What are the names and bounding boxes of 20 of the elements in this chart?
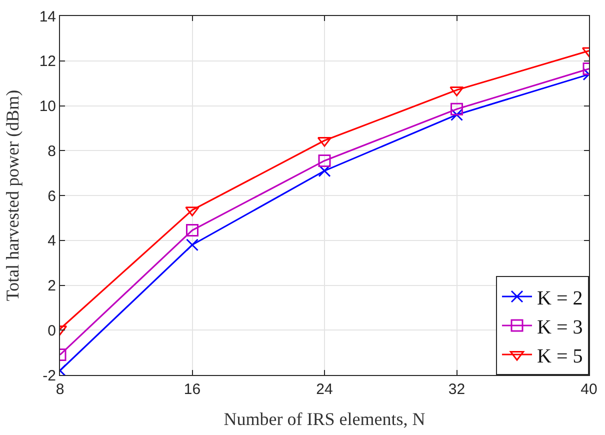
x-axis-title: Number of IRS elements, N [224,409,426,430]
y-tick-label: 8 [48,142,56,160]
y-tick-label: -2 [42,367,56,384]
y-tick-label: 4 [48,232,56,250]
legend-label: K = 5 [537,345,583,368]
y-axis-title: Total harvested power (dBm) [2,90,23,302]
x-tick-label: 40 [580,381,598,398]
y-tick-label: 10 [39,98,56,115]
y-tick-label: 6 [48,188,56,205]
legend-label: K = 2 [537,287,583,310]
y-tick-label: 0 [48,322,56,340]
x-tick-label: 16 [184,381,201,398]
y-tick-label: 12 [39,53,56,70]
legend-label: K = 3 [537,316,583,338]
x-tick-label: 24 [316,381,333,398]
point [318,164,331,178]
y-tick-label: 2 [48,278,56,294]
x-tick-label: 32 [448,381,466,398]
point [318,154,331,167]
y-tick-label: 14 [39,8,56,26]
